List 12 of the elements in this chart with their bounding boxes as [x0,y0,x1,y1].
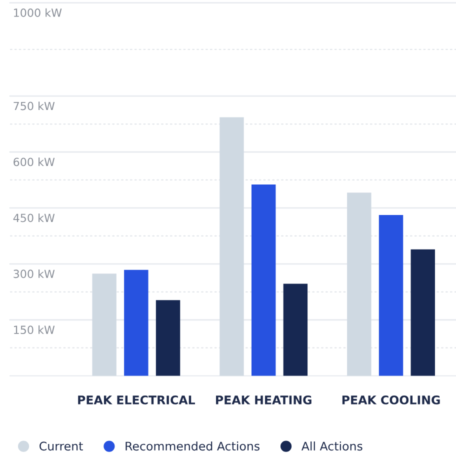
x-tick-label: PEAK COOLING [342,395,440,404]
y-tick-label: 300 kW [14,269,55,278]
y-tick-label: 600 kW [14,158,55,166]
y-tick-label: 450 kW [13,214,55,222]
y-tick-label: 1000 kW [14,8,62,17]
legend-label: Current [40,442,83,451]
y-tick-label: 150 kW [14,325,55,334]
legend-label: All Actions [301,441,362,451]
x-tick-label: PEAK ELECTRICAL [78,395,195,404]
x-tick-label: PEAK HEATING [216,395,312,404]
y-tick-label: 750 kW [14,102,55,110]
legend-label: Recommended Actions [126,441,260,451]
